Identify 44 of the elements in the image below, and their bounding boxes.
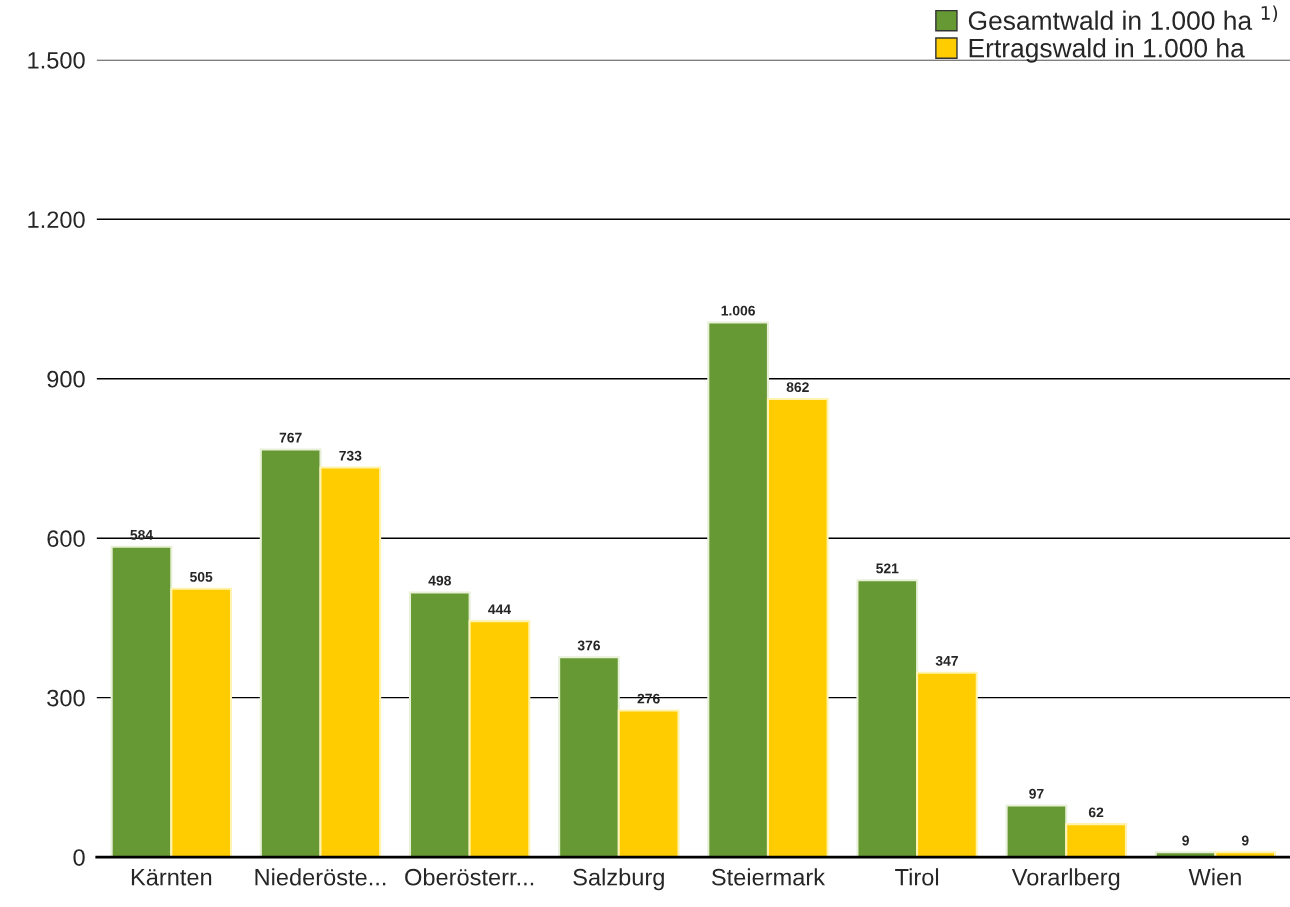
bar xyxy=(468,620,531,858)
data-label: 505 xyxy=(190,571,213,582)
data-label: 862 xyxy=(786,382,809,393)
x-tick-label: Kärnten xyxy=(131,869,212,886)
data-label: 97 xyxy=(1029,788,1044,799)
bar xyxy=(408,591,471,858)
data-label: 521 xyxy=(876,563,899,574)
y-tick-label: 900 xyxy=(47,370,85,388)
data-label: 733 xyxy=(339,450,362,461)
y-tick-label: 0 xyxy=(73,849,85,866)
data-label: 9 xyxy=(1182,835,1189,846)
x-tick-label: Niederöste... xyxy=(255,868,386,886)
y-tick-label: 600 xyxy=(47,530,85,547)
data-label: 9 xyxy=(1241,835,1249,846)
data-label: 767 xyxy=(279,432,302,443)
legend-label: Ertragswald in 1.000 ha xyxy=(969,38,1245,63)
y-tick-label: 1.200 xyxy=(28,211,85,229)
legend-label: Gesamtwald in 1.000 ha $^{1)}$ xyxy=(968,5,1278,30)
bar xyxy=(856,579,919,858)
x-tick-label: Vorarlberg xyxy=(1011,868,1120,891)
bar xyxy=(766,397,829,858)
data-label: 347 xyxy=(935,655,958,666)
x-tick-label: Wien xyxy=(1188,868,1241,886)
bar xyxy=(707,321,769,858)
data-label: 498 xyxy=(428,575,451,586)
bar xyxy=(259,448,322,858)
data-label: 376 xyxy=(577,640,601,651)
data-label: 444 xyxy=(488,604,511,615)
data-label: 62 xyxy=(1088,807,1104,818)
bar xyxy=(319,466,382,858)
x-tick-label: Oberösterr... xyxy=(405,868,534,886)
bar xyxy=(916,671,978,858)
x-tick-label: Tirol xyxy=(895,868,939,886)
bar xyxy=(558,656,620,858)
data-label: 1.006 xyxy=(721,305,755,316)
y-tick-label: 1.500 xyxy=(28,51,85,69)
bar xyxy=(1005,804,1068,858)
x-tick-label: Steiermark xyxy=(711,868,826,886)
y-tick-label: 300 xyxy=(47,689,85,707)
bar xyxy=(617,709,680,858)
bar xyxy=(1065,823,1127,858)
x-tick-label: Salzburg xyxy=(573,868,664,891)
bar xyxy=(110,545,173,858)
bar xyxy=(170,587,233,858)
